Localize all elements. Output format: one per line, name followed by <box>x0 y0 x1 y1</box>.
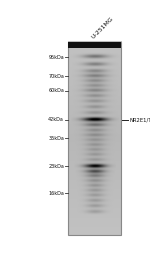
Bar <box>68 42 121 47</box>
Text: 60kDa: 60kDa <box>48 88 64 94</box>
Text: 16kDa: 16kDa <box>48 191 64 196</box>
Text: NR2E1/TLX: NR2E1/TLX <box>129 118 150 123</box>
Text: 95kDa: 95kDa <box>48 55 64 60</box>
Text: 23kDa: 23kDa <box>48 164 64 169</box>
Text: 70kDa: 70kDa <box>48 74 64 79</box>
Text: 35kDa: 35kDa <box>48 136 64 141</box>
Text: 42kDa: 42kDa <box>48 118 64 123</box>
Text: U-251MG: U-251MG <box>91 16 115 39</box>
Bar <box>68 42 121 235</box>
